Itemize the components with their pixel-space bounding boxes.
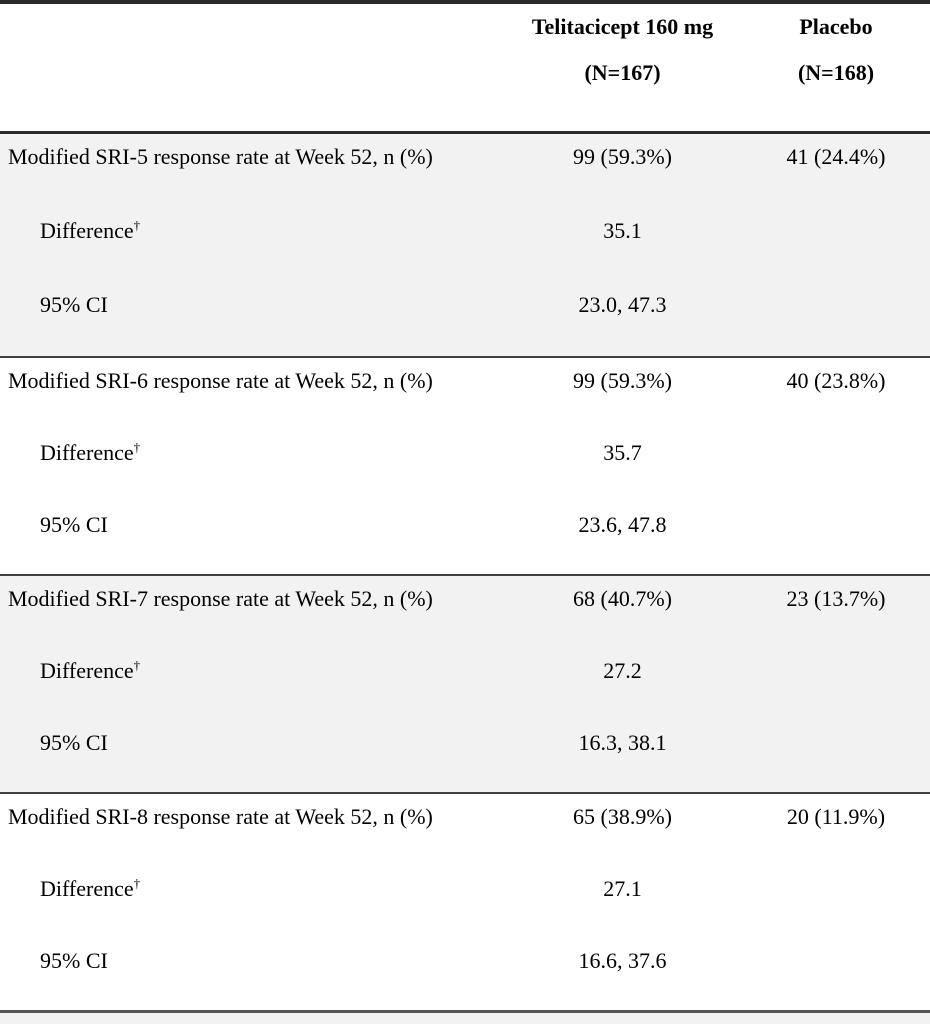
value-cell-telitacicept: 65 (38.9%) [573,804,672,829]
row-label-text: Difference [40,658,134,683]
row-label-text: 95% CI [40,948,108,973]
row-label-text: Difference [40,218,134,243]
value-cell-telitacicept: 23.0, 47.3 [578,292,667,317]
value-cell-telitacicept: 35.7 [603,440,642,465]
row-label: Difference† [0,648,503,720]
value-cell-telitacicept: 16.6, 37.6 [578,948,667,973]
row-label: Modified SRI-8 response rate at Week 52,… [0,793,503,866]
value-cell-telitacicept: 35.1 [603,218,642,243]
value-cell-placebo [742,938,930,1012]
value-cell-placebo [742,208,930,282]
table-header: Telitacicept 160 mg (N=167) Placebo (N=1… [0,2,930,133]
section-sri8: Modified SRI-8 response rate at Week 52,… [0,793,930,1012]
section-sri7: Modified SRI-7 response rate at Week 52,… [0,575,930,793]
header-placebo: Placebo (N=168) [742,2,930,133]
value-cell-telitacicept: 27.1 [603,876,642,901]
row-label-text: 95% CI [40,512,108,537]
row-label-text: Difference [40,440,134,465]
dagger-superscript: † [133,875,141,891]
row-label: 95% CI [0,938,503,1012]
row-label: Difference† [0,430,503,502]
row-label: 95% CI [0,282,503,357]
row-label-text: Modified SRI-5 response rate at Week 52,… [8,144,433,169]
table-row: Difference† 35.7 [0,430,930,502]
value-cell-placebo: 20 (11.9%) [786,804,886,829]
row-label-text: Modified SRI-8 response rate at Week 52,… [8,804,433,829]
row-label: Modified SRI-6 response rate at Week 52,… [0,357,503,430]
value-cell-telitacicept: 99 (59.3%) [573,144,672,169]
value-cell-placebo: 41 (24.4%) [786,144,886,169]
dagger-superscript: † [133,439,141,455]
row-label: Modified SRI-7 response rate at Week 52,… [0,575,503,648]
value-cell-placebo [742,866,930,938]
row-label: 95% CI [0,720,503,793]
value-cell-telitacicept: 16.3, 38.1 [578,730,667,755]
table-row: 95% CI 23.0, 47.3 [0,282,930,357]
row-label-text: Difference [40,876,134,901]
header-telitacicept-n: (N=167) [584,60,661,85]
value-cell-telitacicept: 99 (59.3%) [573,368,672,393]
dagger-superscript: † [133,217,141,233]
table-row: Modified SRI-6 response rate at Week 52,… [0,357,930,430]
table-row: Difference† 27.1 [0,866,930,938]
table-row: Modified SRI-8 response rate at Week 52,… [0,793,930,866]
section-sri6: Modified SRI-6 response rate at Week 52,… [0,357,930,575]
table-row: 95% CI 16.3, 38.1 [0,720,930,793]
value-cell-placebo [742,502,930,575]
row-label-text: 95% CI [40,730,108,755]
row-label: Difference† [0,208,503,282]
table-row: Modified SRI-5 response rate at Week 52,… [0,133,930,209]
row-label-text: 95% CI [40,292,108,317]
header-placebo-n: (N=168) [797,60,875,85]
table-row: 95% CI 23.6, 47.8 [0,502,930,575]
header-row: Telitacicept 160 mg (N=167) Placebo (N=1… [0,2,930,133]
value-cell-placebo [742,648,930,720]
row-label-text: Modified SRI-6 response rate at Week 52,… [8,368,433,393]
table-row: Modified SRI-7 response rate at Week 52,… [0,575,930,648]
value-cell-telitacicept: 23.6, 47.8 [578,512,667,537]
table-row: Difference† 27.2 [0,648,930,720]
dagger-superscript: † [133,657,141,673]
value-cell-placebo: 23 (13.7%) [786,586,886,611]
value-cell-telitacicept: 27.2 [603,658,642,683]
row-label: 95% CI [0,502,503,575]
value-cell-placebo [742,720,930,793]
row-label: Difference† [0,866,503,938]
next-section-shading-cutoff [0,1013,930,1024]
row-label-text: Modified SRI-7 response rate at Week 52,… [8,586,433,611]
header-empty-cell [0,2,503,133]
table-row: Difference† 35.1 [0,208,930,282]
value-cell-placebo [742,282,930,357]
header-telitacicept-name: Telitacicept 160 mg [531,14,714,39]
section-sri5: Modified SRI-5 response rate at Week 52,… [0,132,930,357]
header-telitacicept: Telitacicept 160 mg (N=167) [503,2,742,133]
value-cell-telitacicept: 68 (40.7%) [573,586,672,611]
value-cell-placebo: 40 (23.8%) [786,368,886,393]
header-placebo-name: Placebo [799,14,873,39]
row-label: Modified SRI-5 response rate at Week 52,… [0,133,503,209]
table-row: 95% CI 16.6, 37.6 [0,938,930,1012]
value-cell-placebo [742,430,930,502]
